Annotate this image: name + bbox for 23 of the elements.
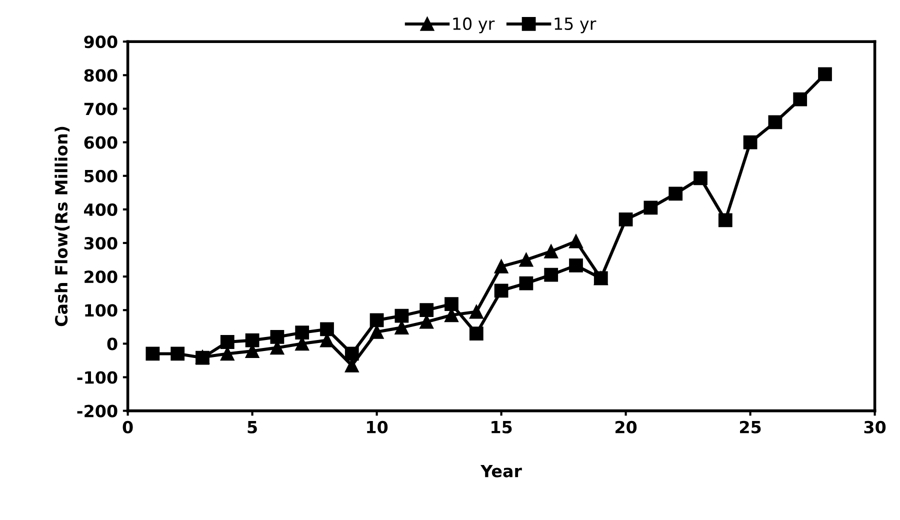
x-tick-label: 30	[864, 420, 886, 434]
y-tick-label: 500	[84, 170, 118, 182]
x-axis-title: Year	[480, 464, 522, 478]
legend-label: 10 yr	[453, 17, 495, 34]
y-tick-label: 800	[84, 69, 118, 82]
y-tick-label: -200	[77, 404, 118, 418]
x-tick-label: 15	[492, 421, 512, 434]
y-tick-label: 200	[84, 270, 118, 284]
y-tick-label: 700	[84, 102, 118, 116]
y-tick-label: 0	[107, 338, 118, 350]
x-tick-label: 20	[616, 420, 637, 434]
x-tick-label: 10	[367, 420, 388, 434]
y-tick-label: 100	[85, 304, 118, 317]
legend-label: 15 yr	[554, 18, 596, 34]
y-tick-label: 300	[84, 236, 118, 250]
x-tick-label: 5	[248, 421, 257, 434]
y-axis-title: Cash Flow(Rs Million)	[54, 126, 70, 326]
x-tick-label: 25	[740, 420, 761, 434]
y-tick-label: -100	[77, 371, 118, 384]
y-tick-label: 900	[84, 36, 118, 48]
x-tick-label: 0	[122, 420, 133, 434]
y-tick-label: 400	[84, 203, 118, 216]
y-tick-label: 600	[84, 136, 118, 149]
